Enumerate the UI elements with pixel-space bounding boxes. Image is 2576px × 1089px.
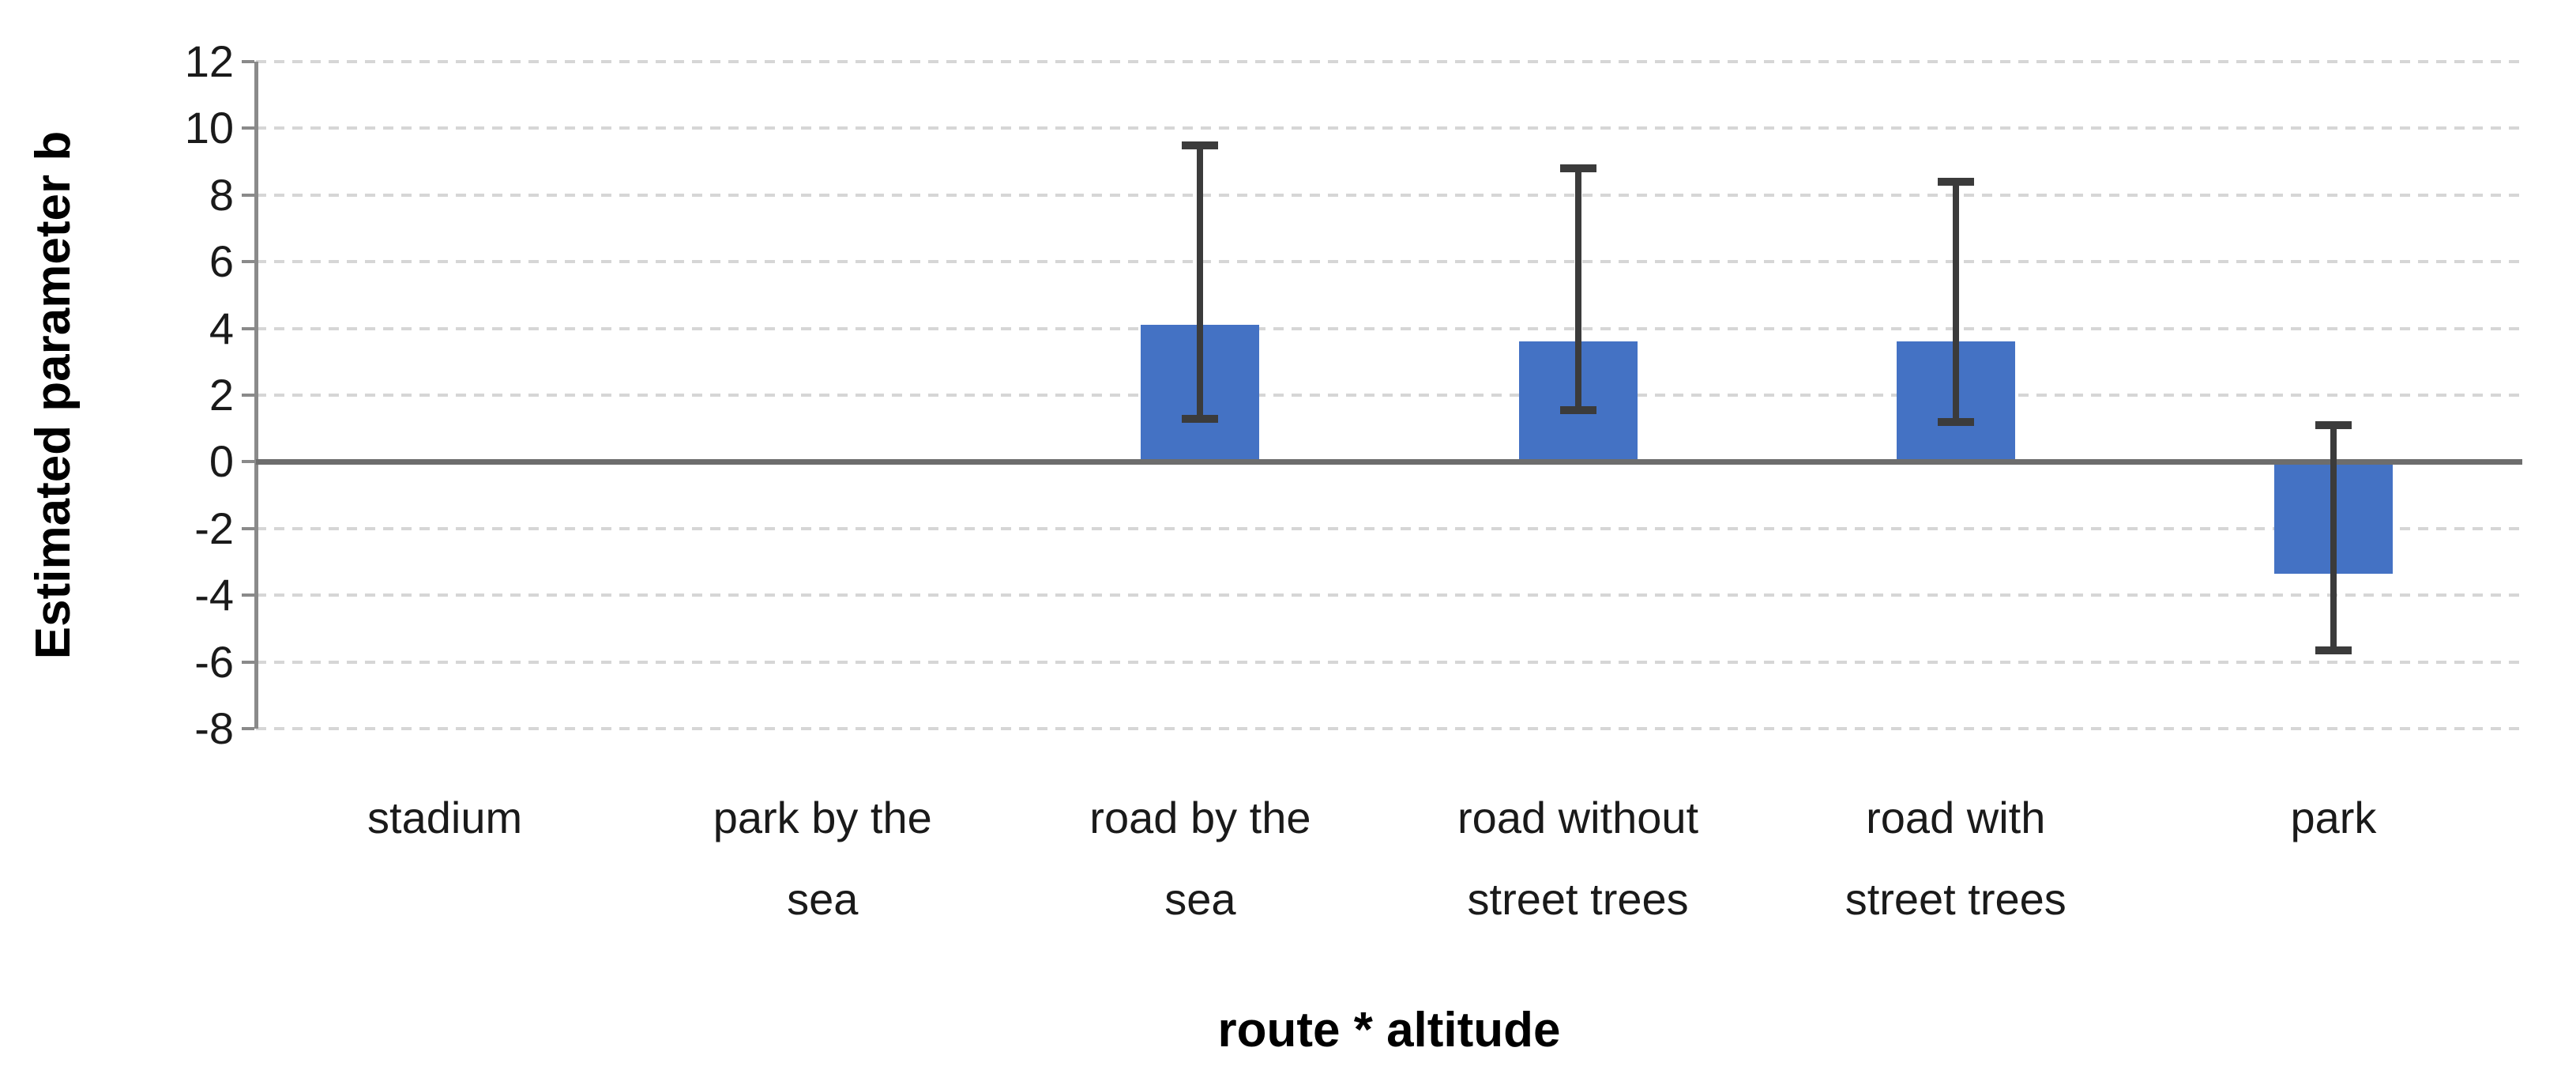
gridline bbox=[256, 660, 2522, 664]
x-label-line: park by the bbox=[713, 793, 932, 842]
y-tick-label: 12 bbox=[184, 36, 234, 86]
gridline bbox=[256, 126, 2522, 130]
y-axis-tick bbox=[242, 727, 254, 730]
gridline bbox=[256, 394, 2522, 397]
y-axis-tick bbox=[242, 126, 254, 130]
gridline bbox=[256, 60, 2522, 63]
error-bar-cap-top bbox=[1559, 164, 1596, 173]
gridline bbox=[256, 326, 2522, 330]
x-label-line: street trees bbox=[1467, 874, 1689, 924]
y-tick-label: 6 bbox=[209, 236, 234, 287]
y-tick-label: -4 bbox=[194, 570, 234, 620]
error-bar-cap-top bbox=[1937, 177, 1974, 186]
y-tick-label: -8 bbox=[194, 703, 234, 753]
x-axis-title: route * altitude bbox=[1217, 1003, 1561, 1057]
error-bar-park bbox=[2330, 424, 2337, 650]
y-axis-tick bbox=[242, 460, 254, 464]
error-bar-road-by-the-sea bbox=[1197, 145, 1204, 419]
y-tick-label: -2 bbox=[194, 503, 234, 553]
x-label-road-without-street-trees: road without street trees bbox=[1389, 777, 1768, 940]
zero-axis-line bbox=[256, 458, 2522, 465]
x-label-road-by-the-sea: road by the sea bbox=[1010, 777, 1390, 940]
y-tick-label: -6 bbox=[194, 636, 234, 687]
x-label-line: road without bbox=[1457, 793, 1699, 842]
x-label-park-by-the-sea: park by the sea bbox=[633, 777, 1012, 940]
error-bar-road-with-street-trees bbox=[1952, 181, 1959, 422]
error-bar-road-without-street-trees bbox=[1574, 168, 1581, 410]
y-axis-tick bbox=[242, 60, 254, 63]
gridline bbox=[256, 526, 2522, 530]
x-label-park: park bbox=[2144, 777, 2523, 858]
x-label-line: street trees bbox=[1845, 874, 2066, 924]
y-tick-label: 4 bbox=[209, 303, 234, 353]
y-tick-label: 2 bbox=[209, 370, 234, 420]
x-label-line: stadium bbox=[367, 793, 523, 842]
y-axis-tick bbox=[242, 526, 254, 530]
gridline bbox=[256, 593, 2522, 597]
error-bar-cap-top bbox=[1182, 141, 1219, 149]
y-axis-line bbox=[254, 62, 258, 729]
x-label-line: park bbox=[2290, 793, 2377, 842]
error-bar-cap-bottom bbox=[1937, 417, 1974, 426]
error-bar-cap-bottom bbox=[2315, 646, 2352, 654]
y-axis-tick bbox=[242, 660, 254, 664]
y-axis-tick bbox=[242, 260, 254, 264]
y-tick-label: 10 bbox=[184, 103, 234, 153]
x-label-line: road with bbox=[1866, 793, 2046, 842]
gridline bbox=[256, 260, 2522, 264]
error-bar-cap-bottom bbox=[1559, 405, 1596, 414]
y-axis-tick bbox=[242, 593, 254, 597]
x-label-road-with-street-trees: road with street trees bbox=[1766, 777, 2145, 940]
gridline bbox=[256, 727, 2522, 730]
x-label-stadium: stadium bbox=[255, 777, 634, 858]
y-tick-label: 8 bbox=[209, 169, 234, 220]
y-axis-tick bbox=[242, 326, 254, 330]
x-label-line: sea bbox=[1164, 874, 1236, 924]
y-axis-tick bbox=[242, 394, 254, 397]
gridline bbox=[256, 193, 2522, 197]
y-tick-label: 0 bbox=[209, 436, 234, 487]
x-label-line: sea bbox=[787, 874, 859, 924]
error-bar-cap-top bbox=[2315, 420, 2352, 429]
x-label-line: road by the bbox=[1089, 793, 1311, 842]
y-axis-tick bbox=[242, 193, 254, 197]
error-bar-cap-bottom bbox=[1182, 414, 1219, 423]
plot-area bbox=[242, 60, 2522, 730]
